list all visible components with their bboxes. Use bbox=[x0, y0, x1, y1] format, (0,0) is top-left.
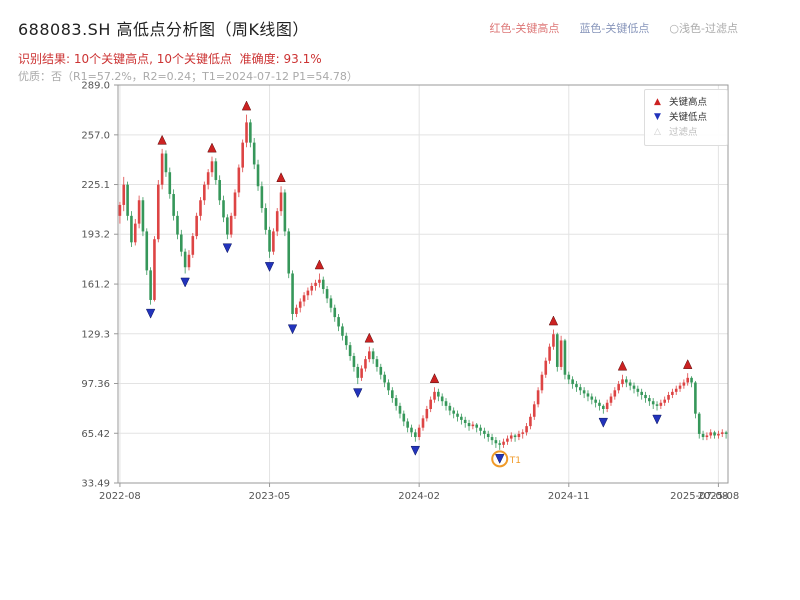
filtered-marker-icon: △ bbox=[654, 127, 661, 137]
svg-text:129.3: 129.3 bbox=[81, 329, 110, 340]
chart-legend-filtered-label: 过滤点 bbox=[669, 127, 698, 138]
svg-text:97.36: 97.36 bbox=[81, 379, 110, 390]
page-title: 688083.SH 高低点分析图（周K线图） bbox=[18, 20, 309, 39]
svg-text:33.49: 33.49 bbox=[81, 479, 110, 490]
legend-key-low-label: 蓝色-关键低点 bbox=[579, 22, 650, 35]
svg-text:2022-08: 2022-08 bbox=[99, 491, 141, 502]
svg-text:289.0: 289.0 bbox=[81, 81, 110, 92]
key-high-marker-icon: ▲ bbox=[654, 97, 661, 107]
x-axis-labels: 2022-08 2023-05 2024-02 2024-11 2025-082025-… bbox=[99, 483, 739, 502]
recognition-result-text: 识别结果: 10个关键高点, 10个关键低点 准确度: 93.1% bbox=[18, 52, 322, 66]
svg-text:193.2: 193.2 bbox=[81, 230, 110, 241]
quality-assessment-text: 优质：否（R1=57.2%，R2=0.24；T1=2024-07-12 P1=5… bbox=[18, 70, 358, 83]
key-low-marker-icon: ▼ bbox=[654, 112, 661, 122]
chart-legend-box: ▲ 关键高点 ▼ 关键低点 △ 过滤点 bbox=[644, 89, 728, 146]
key-low-markers bbox=[145, 243, 662, 464]
legend-filter-label: ○浅色-过滤点 bbox=[669, 22, 738, 35]
grid-layer bbox=[118, 84, 728, 484]
svg-text:161.2: 161.2 bbox=[81, 280, 110, 291]
svg-text:2024-11: 2024-11 bbox=[548, 491, 590, 502]
t1-annotation: T1 bbox=[491, 450, 521, 468]
key-high-markers bbox=[157, 100, 693, 383]
overlapping-date-label: 2025-07-08 bbox=[670, 491, 728, 502]
top-legend: 红色-关键高点 蓝色-关键低点 ○浅色-过滤点 bbox=[489, 20, 738, 36]
svg-text:257.0: 257.0 bbox=[81, 130, 110, 141]
legend-key-high-label: 红色-关键高点 bbox=[489, 22, 560, 35]
svg-text:2024-02: 2024-02 bbox=[398, 491, 440, 502]
svg-text:2025-08: 2025-08 bbox=[698, 491, 740, 502]
svg-text:225.1: 225.1 bbox=[81, 180, 110, 191]
y-axis-labels: 289.0 257.0 225.1 193.2 161.2 129.3 97.36 65.42… bbox=[81, 81, 118, 490]
chart-legend-high-label: 关键高点 bbox=[669, 97, 708, 108]
candles-layer bbox=[118, 114, 728, 450]
svg-text:65.42: 65.42 bbox=[81, 429, 110, 440]
chart-legend-low-label: 关键低点 bbox=[669, 112, 708, 123]
svg-text:2023-05: 2023-05 bbox=[249, 491, 291, 502]
svg-text:T1: T1 bbox=[509, 456, 521, 466]
